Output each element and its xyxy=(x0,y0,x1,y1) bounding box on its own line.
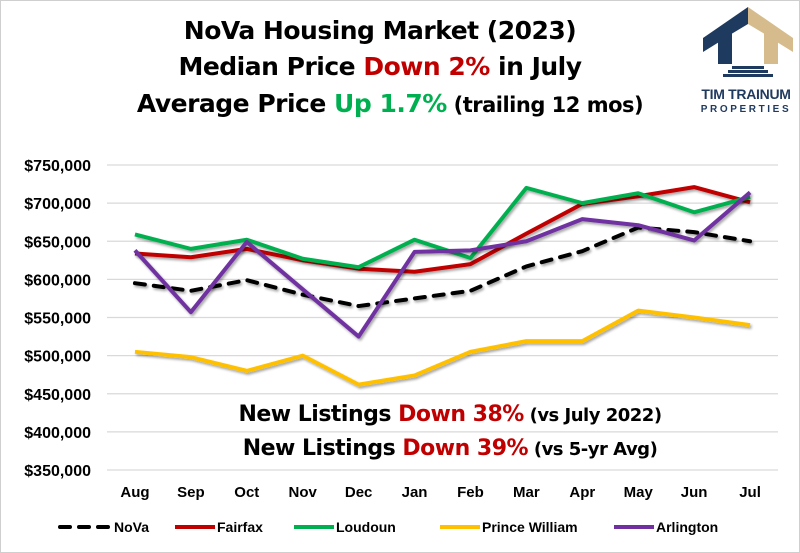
annotation-2-change: Down 39% xyxy=(402,436,529,461)
annotation-1-change: Down 38% xyxy=(398,402,524,427)
series-line-arlington xyxy=(133,190,752,339)
x-axis: Aug Sep Oct Nov Dec Jan Feb Mar Apr May Jun Jul xyxy=(120,484,761,501)
y-axis: $350,000 $400,000 $450,000 $500,000 $550,000… xyxy=(24,158,91,480)
x-tick-label: Dec xyxy=(345,484,373,501)
chart-subtitle-average: Average Price Up 1.7% (trailing 12 mos) xyxy=(95,89,685,118)
series-group xyxy=(132,185,753,387)
x-tick-label: Feb xyxy=(457,484,484,501)
x-tick-label: Nov xyxy=(289,484,318,501)
average-change: Up 1.7% xyxy=(334,89,447,118)
annotation-listings-5yr: New Listings Down 39% (vs 5-yr Avg) xyxy=(150,436,750,461)
y-tick-label: $700,000 xyxy=(24,196,91,213)
y-tick-label: $750,000 xyxy=(24,158,91,175)
logo-name: TIM TRAINUM xyxy=(701,86,791,102)
logo-subtitle: PROPERTIES xyxy=(700,104,792,115)
x-tick-label: Jan xyxy=(402,484,428,501)
y-tick-label: $600,000 xyxy=(24,272,91,289)
legend-item-nova: NoVa xyxy=(58,519,149,535)
legend-label: Prince William xyxy=(482,519,578,535)
x-tick-label: Mar xyxy=(513,484,540,501)
legend-label: NoVa xyxy=(114,519,149,535)
legend-item-loudoun: Loudoun xyxy=(294,519,396,535)
annotation-1-label: New Listings xyxy=(238,402,399,427)
y-tick-label: $650,000 xyxy=(24,234,91,251)
x-tick-label: Jun xyxy=(681,484,708,501)
annotation-2-label: New Listings xyxy=(242,436,403,461)
legend-item-prince-william: Prince William xyxy=(440,519,578,535)
x-tick-label: May xyxy=(624,484,654,501)
x-tick-label: Sep xyxy=(177,484,205,501)
median-change: Down 2% xyxy=(363,52,490,81)
series-line-loudoun xyxy=(134,185,751,270)
chart-title: NoVa Housing Market (2023) xyxy=(80,16,680,45)
company-logo: TIM TRAINUM PROPERTIES xyxy=(692,4,800,124)
logo-step-2 xyxy=(728,70,768,73)
legend-item-arlington: Arlington xyxy=(614,519,718,535)
legend-label: Loudoun xyxy=(336,519,396,535)
y-tick-label: $500,000 xyxy=(24,349,91,366)
x-tick-label: Apr xyxy=(569,484,595,501)
median-label: Median Price xyxy=(178,52,364,81)
logo-step-3 xyxy=(723,74,773,77)
annotation-1-period: (vs July 2022) xyxy=(523,405,662,426)
chart-subtitle-median: Median Price Down 2% in July xyxy=(80,52,680,81)
annotation-2-period: (vs 5-yr Avg) xyxy=(528,439,658,460)
x-tick-label: Jul xyxy=(739,484,761,501)
y-tick-label: $550,000 xyxy=(24,311,91,328)
y-tick-label: $350,000 xyxy=(24,463,91,480)
median-period: in July xyxy=(489,52,582,81)
legend-label: Arlington xyxy=(656,519,718,535)
series-line-prince-william xyxy=(134,308,751,387)
legend: NoVa Fairfax Loudoun Prince William Arlingto… xyxy=(58,519,718,535)
legend-label: Fairfax xyxy=(217,519,263,535)
average-period: (trailing 12 mos) xyxy=(446,93,644,117)
logo-navy-stem xyxy=(718,32,732,64)
title-line-1: NoVa Housing Market (2023) xyxy=(183,16,577,45)
x-tick-label: Oct xyxy=(234,484,259,501)
annotation-listings-yoy: New Listings Down 38% (vs July 2022) xyxy=(150,402,750,427)
x-tick-label: Aug xyxy=(120,484,149,501)
y-tick-label: $450,000 xyxy=(24,387,91,404)
logo-gold-stem xyxy=(764,32,778,64)
tt-house-icon xyxy=(703,7,793,77)
legend-item-fairfax: Fairfax xyxy=(175,519,263,535)
y-tick-label: $400,000 xyxy=(24,425,91,442)
logo-step-1 xyxy=(732,66,764,69)
average-label: Average Price xyxy=(136,89,335,118)
